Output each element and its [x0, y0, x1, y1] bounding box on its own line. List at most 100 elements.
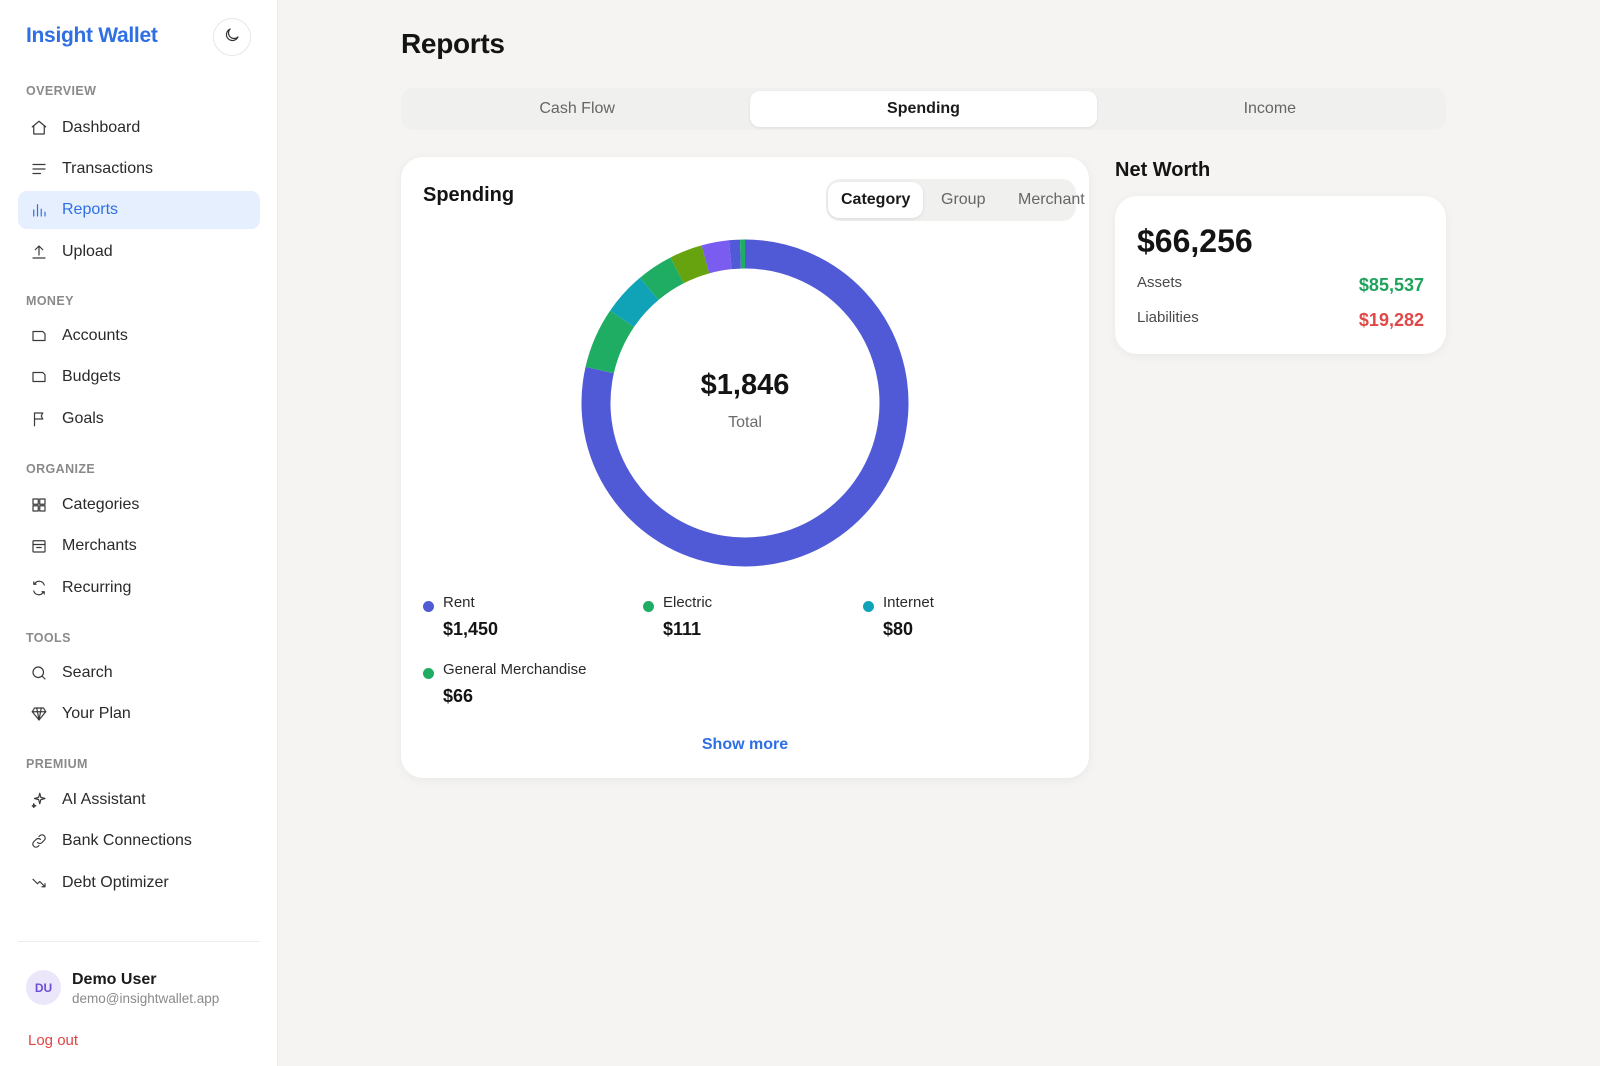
- donut-slice-other-1[interactable]: [670, 245, 710, 284]
- legend-amount: $66: [443, 686, 474, 706]
- tab-cash-flow[interactable]: Cash Flow: [539, 100, 615, 117]
- sparkle-icon: [29, 790, 49, 810]
- legend-amount: $111: [663, 619, 702, 639]
- section-label-money: MONEY: [26, 294, 74, 308]
- sidebar-item-upload[interactable]: Upload: [18, 233, 260, 271]
- sidebar-item-label: Accounts: [62, 327, 128, 344]
- donut-slice-rent[interactable]: [581, 239, 909, 567]
- sidebar-item-dashboard[interactable]: Dashboard: [18, 109, 260, 147]
- sidebar-item-label: Transactions: [62, 160, 153, 177]
- net-worth-value: $66,256: [1137, 223, 1253, 259]
- legend-amount: $1,450: [443, 619, 499, 639]
- donut-total-value: $1,846: [700, 369, 790, 401]
- user-email: demo@insightwallet.app: [72, 991, 220, 1006]
- sidebar-item-label: Upload: [62, 243, 113, 260]
- net-worth-title: Net Worth: [1115, 159, 1211, 181]
- segment-category[interactable]: Category: [828, 182, 924, 218]
- legend-dot: [863, 601, 874, 612]
- list-icon: [29, 159, 49, 179]
- liabilities-label: Liabilities: [1137, 309, 1199, 326]
- upload-icon: [29, 242, 49, 262]
- spending-card: Spending Category Group Merchant $1,846 …: [401, 157, 1089, 778]
- sidebar-item-label: AI Assistant: [62, 791, 146, 808]
- donut-slice-other-2[interactable]: [701, 240, 733, 274]
- sidebar-item-transactions[interactable]: Transactions: [18, 150, 260, 188]
- spending-title: Spending: [423, 184, 515, 206]
- home-icon: [29, 118, 49, 138]
- sidebar-item-merchants[interactable]: Merchants: [18, 527, 260, 565]
- sidebar-item-label: Debt Optimizer: [62, 874, 169, 891]
- spending-donut-chart: [581, 239, 909, 567]
- sidebar-item-label: Merchants: [62, 537, 137, 554]
- sidebar-item-label: Recurring: [62, 579, 132, 596]
- avatar[interactable]: DU: [26, 970, 61, 1005]
- user-name: Demo User: [72, 971, 157, 988]
- grid-icon: [29, 495, 49, 515]
- theme-toggle-button[interactable]: [213, 18, 251, 56]
- sidebar-item-goals[interactable]: Goals: [18, 400, 260, 438]
- assets-value: $85,537: [1358, 275, 1424, 295]
- legend-label: Rent: [443, 594, 475, 611]
- legend-label: Electric: [663, 594, 713, 611]
- donut-slice-other-3[interactable]: [728, 239, 741, 270]
- sidebar-divider: [18, 941, 260, 942]
- sidebar-item-label: Dashboard: [62, 119, 141, 136]
- trending-down-icon: [29, 873, 49, 893]
- sidebar-item-accounts[interactable]: Accounts: [18, 317, 260, 355]
- legend-amount: $80: [883, 619, 914, 639]
- link-icon: [29, 831, 49, 851]
- section-label-organize: ORGANIZE: [26, 462, 96, 476]
- assets-label: Assets: [1137, 274, 1183, 291]
- spending-grouping-toggle: Category Group Merchant: [826, 179, 1085, 221]
- sidebar-item-reports[interactable]: Reports: [18, 191, 260, 229]
- sidebar-item-your-plan[interactable]: Your Plan: [18, 695, 260, 733]
- sidebar: Insight Wallet OVERVIEW Dashboard Transa…: [0, 0, 278, 1066]
- liabilities-value: $19,282: [1358, 310, 1424, 330]
- sidebar-item-search[interactable]: Search: [18, 654, 260, 692]
- section-label-premium: PREMIUM: [26, 757, 88, 771]
- legend-label: General Merchandise: [443, 661, 587, 678]
- store-icon: [29, 536, 49, 556]
- donut-total-caption: Total: [728, 414, 762, 431]
- bar-chart-icon: [29, 200, 49, 220]
- sidebar-item-recurring[interactable]: Recurring: [18, 569, 260, 607]
- search-icon: [29, 663, 49, 683]
- sidebar-item-label: Reports: [62, 201, 119, 218]
- sidebar-item-budgets[interactable]: Budgets: [18, 358, 260, 396]
- report-tabs: Cash Flow Spending Income: [401, 88, 1446, 130]
- sidebar-item-label: Budgets: [62, 368, 121, 385]
- section-label-overview: OVERVIEW: [26, 84, 97, 98]
- segment-merchant[interactable]: Merchant: [1018, 191, 1085, 208]
- show-more-button[interactable]: Show more: [701, 736, 789, 753]
- sidebar-item-label: Goals: [62, 410, 104, 427]
- donut-slice-internet[interactable]: [610, 277, 659, 328]
- tab-spending[interactable]: Spending: [750, 91, 1097, 127]
- flag-icon: [29, 409, 49, 429]
- refresh-icon: [29, 578, 49, 598]
- logout-link[interactable]: Log out: [28, 1032, 79, 1049]
- donut-slice-electric[interactable]: [585, 310, 635, 374]
- section-label-tools: TOOLS: [26, 631, 71, 645]
- legend-dot: [423, 668, 434, 679]
- page-title: Reports: [401, 28, 505, 59]
- wallet-icon: [29, 326, 49, 346]
- donut-slice-general-merchandise[interactable]: [639, 257, 685, 301]
- sidebar-item-label: Search: [62, 664, 113, 681]
- sidebar-item-label: Your Plan: [62, 705, 131, 722]
- sidebar-item-label: Bank Connections: [62, 832, 192, 849]
- legend-label: Internet: [883, 594, 934, 611]
- sidebar-item-label: Categories: [62, 496, 140, 513]
- brand-logo[interactable]: Insight Wallet: [26, 24, 158, 47]
- tab-income[interactable]: Income: [1243, 100, 1297, 117]
- segment-group[interactable]: Group: [941, 191, 986, 208]
- moon-icon: [223, 26, 241, 49]
- sidebar-item-ai-assistant[interactable]: AI Assistant: [18, 781, 260, 819]
- legend-dot: [423, 601, 434, 612]
- diamond-icon: [29, 704, 49, 724]
- folder-icon: [29, 367, 49, 387]
- sidebar-item-debt-optimizer[interactable]: Debt Optimizer: [18, 864, 260, 902]
- sidebar-item-bank-connections[interactable]: Bank Connections: [18, 822, 260, 860]
- legend-dot: [643, 601, 654, 612]
- sidebar-item-categories[interactable]: Categories: [18, 486, 260, 524]
- net-worth-card: $66,256 Assets $85,537 Liabilities $19,2…: [1115, 196, 1446, 354]
